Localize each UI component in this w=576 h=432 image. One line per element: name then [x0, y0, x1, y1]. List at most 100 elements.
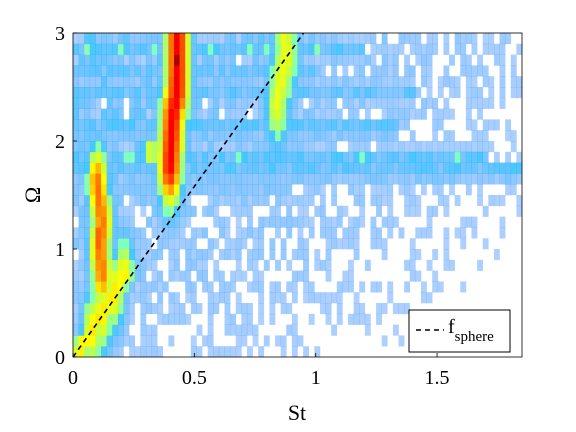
heatmap-cell	[140, 76, 147, 88]
heatmap-cell	[106, 303, 113, 315]
heatmap-cell	[275, 227, 281, 239]
heatmap-cell	[348, 119, 354, 131]
heatmap-cell	[168, 162, 175, 174]
heatmap-cell	[516, 87, 522, 99]
heatmap-cell	[190, 65, 197, 77]
heatmap-cell	[409, 97, 416, 109]
heatmap-cell	[218, 130, 225, 142]
heatmap-cell	[387, 195, 394, 207]
heatmap-cell	[443, 227, 450, 239]
heatmap-cell	[370, 281, 377, 293]
heatmap-cell	[168, 216, 175, 228]
heatmap-cell	[101, 141, 107, 153]
heatmap-cell	[140, 108, 147, 120]
heatmap-cell	[95, 249, 102, 261]
heatmap-cell	[426, 151, 433, 163]
heatmap-cell	[404, 33, 411, 45]
heatmap-cell	[106, 259, 113, 271]
heatmap-cell	[241, 65, 248, 77]
heatmap-cell	[218, 54, 225, 66]
heatmap-cell	[145, 65, 152, 77]
heatmap-cell	[190, 346, 197, 357]
heatmap-cell	[252, 281, 259, 293]
heatmap-cell	[381, 141, 388, 153]
heatmap-cell	[297, 249, 304, 261]
heatmap-cell	[291, 119, 298, 131]
heatmap-cell	[258, 216, 265, 228]
heatmap-cell	[269, 141, 276, 153]
heatmap-cell	[319, 216, 326, 228]
heatmap-cell	[101, 76, 107, 88]
heatmap-cell	[409, 162, 416, 174]
heatmap-cell	[348, 141, 354, 153]
heatmap-cell	[269, 43, 276, 55]
heatmap-cell	[376, 227, 382, 239]
heatmap-cell	[78, 238, 85, 250]
heatmap-cell	[224, 195, 231, 207]
heatmap-cell	[162, 108, 169, 120]
heatmap-cell	[376, 43, 382, 55]
heatmap-cell	[157, 173, 164, 185]
heatmap-cell	[510, 162, 517, 174]
heatmap-cell	[308, 292, 315, 304]
heatmap-cell	[460, 54, 467, 66]
heatmap-cell	[471, 65, 478, 77]
heatmap-cell	[443, 259, 450, 271]
heatmap-cell	[381, 108, 388, 120]
heatmap-cell	[117, 65, 124, 77]
heatmap-cell	[392, 162, 399, 174]
heatmap-cell	[95, 141, 102, 153]
heatmap-cell	[370, 151, 377, 163]
heatmap-cell	[291, 54, 298, 66]
heatmap-cell	[420, 76, 427, 88]
heatmap-cell	[185, 43, 192, 55]
heatmap-cell	[359, 173, 366, 185]
heatmap-cell	[151, 173, 158, 185]
heatmap-cell	[308, 227, 315, 239]
heatmap-cell	[409, 238, 416, 250]
heatmap-cell	[308, 130, 315, 142]
heatmap-cell	[286, 216, 293, 228]
heatmap-cell	[246, 216, 253, 228]
heatmap-cell	[123, 292, 130, 304]
heatmap-cell	[162, 205, 169, 217]
heatmap-cell	[432, 33, 439, 45]
heatmap-cell	[319, 141, 326, 153]
heatmap-cell	[117, 87, 124, 99]
heatmap-cell	[213, 205, 220, 217]
heatmap-cell	[331, 173, 338, 185]
heatmap-cell	[78, 33, 85, 45]
heatmap-cell	[291, 270, 298, 282]
heatmap-cell	[370, 184, 377, 196]
heatmap-cell	[387, 65, 394, 77]
heatmap-cell	[443, 173, 450, 185]
heatmap-cell	[174, 97, 180, 109]
heatmap-cell	[280, 87, 287, 99]
heatmap-cell	[106, 335, 113, 347]
heatmap-cell	[129, 313, 136, 325]
heatmap-cell	[162, 54, 169, 66]
heatmap-cell	[73, 141, 79, 153]
heatmap-cell	[471, 97, 478, 109]
heatmap-cell	[145, 130, 152, 142]
heatmap-cell	[454, 33, 461, 45]
heatmap-cell	[370, 76, 377, 88]
heatmap-cell	[286, 43, 293, 55]
heatmap-cell	[213, 303, 220, 315]
heatmap-cell	[185, 33, 192, 45]
heatmap-cell	[207, 324, 214, 336]
heatmap-cell	[381, 87, 388, 99]
heatmap-cell	[112, 335, 119, 347]
heatmap-cell	[286, 281, 293, 293]
heatmap-cell	[258, 108, 265, 120]
heatmap-cell	[95, 205, 102, 217]
heatmap-cell	[348, 216, 354, 228]
heatmap-cell	[387, 54, 394, 66]
heatmap-cell	[235, 335, 242, 347]
heatmap-cell	[314, 346, 321, 357]
heatmap-cell	[174, 151, 180, 163]
heatmap-cell	[235, 119, 242, 131]
heatmap-cell	[89, 216, 96, 228]
heatmap-cell	[465, 184, 472, 196]
heatmap-cell	[185, 65, 192, 77]
